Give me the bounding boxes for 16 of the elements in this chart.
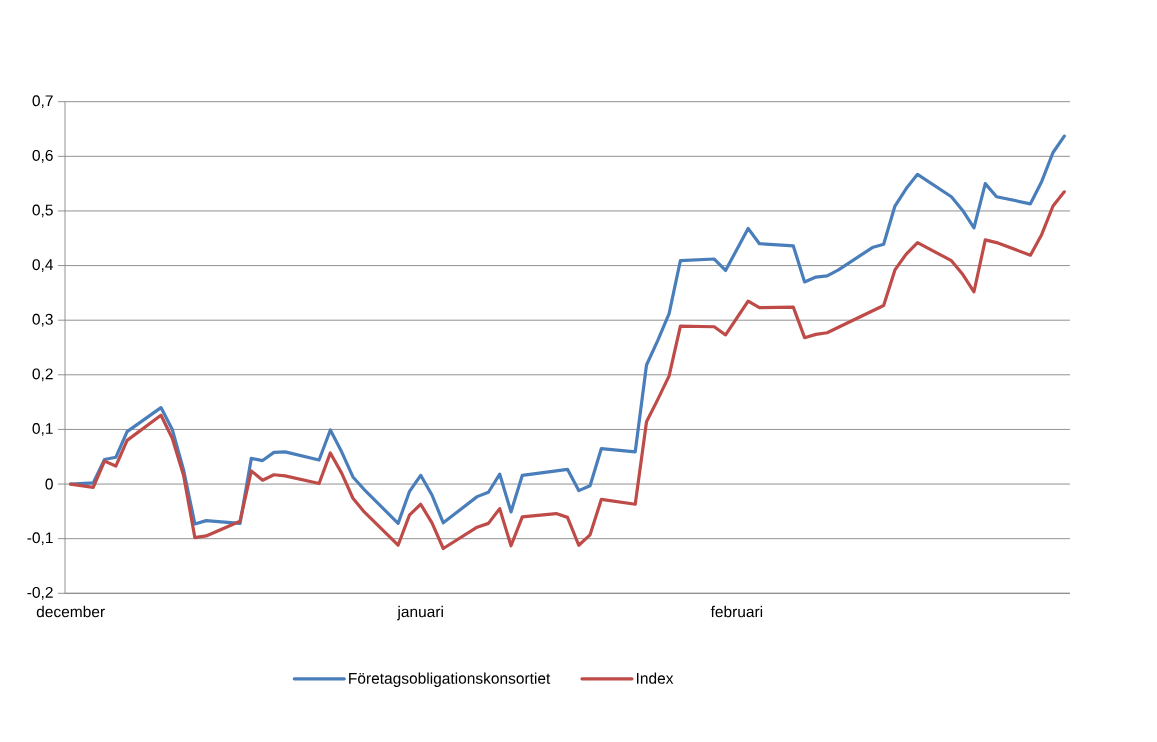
y-tick-label: -0,2: [27, 586, 53, 600]
y-tick-label: 0,3: [32, 313, 53, 327]
x-tick-label: januari: [397, 605, 443, 621]
y-tick-label: -0,1: [27, 532, 53, 546]
y-tick-label: 0,4: [32, 259, 54, 272]
y-tick-label: 0,7: [32, 95, 53, 109]
y-tick-label: 0,5: [32, 204, 53, 218]
line-series: [69, 134, 1066, 526]
x-tick-label: februari: [710, 605, 763, 618]
y-tick-label: 0,1: [32, 423, 53, 436]
legend-label: Företagsobligationskonsortiet: [349, 672, 551, 687]
x-tick-label: december: [36, 605, 105, 618]
y-tick-label: 0: [45, 478, 53, 490]
y-tick-label: 0,6: [32, 149, 53, 163]
y-tick-label: 0,2: [32, 368, 53, 382]
legend-label: Index: [636, 672, 674, 684]
